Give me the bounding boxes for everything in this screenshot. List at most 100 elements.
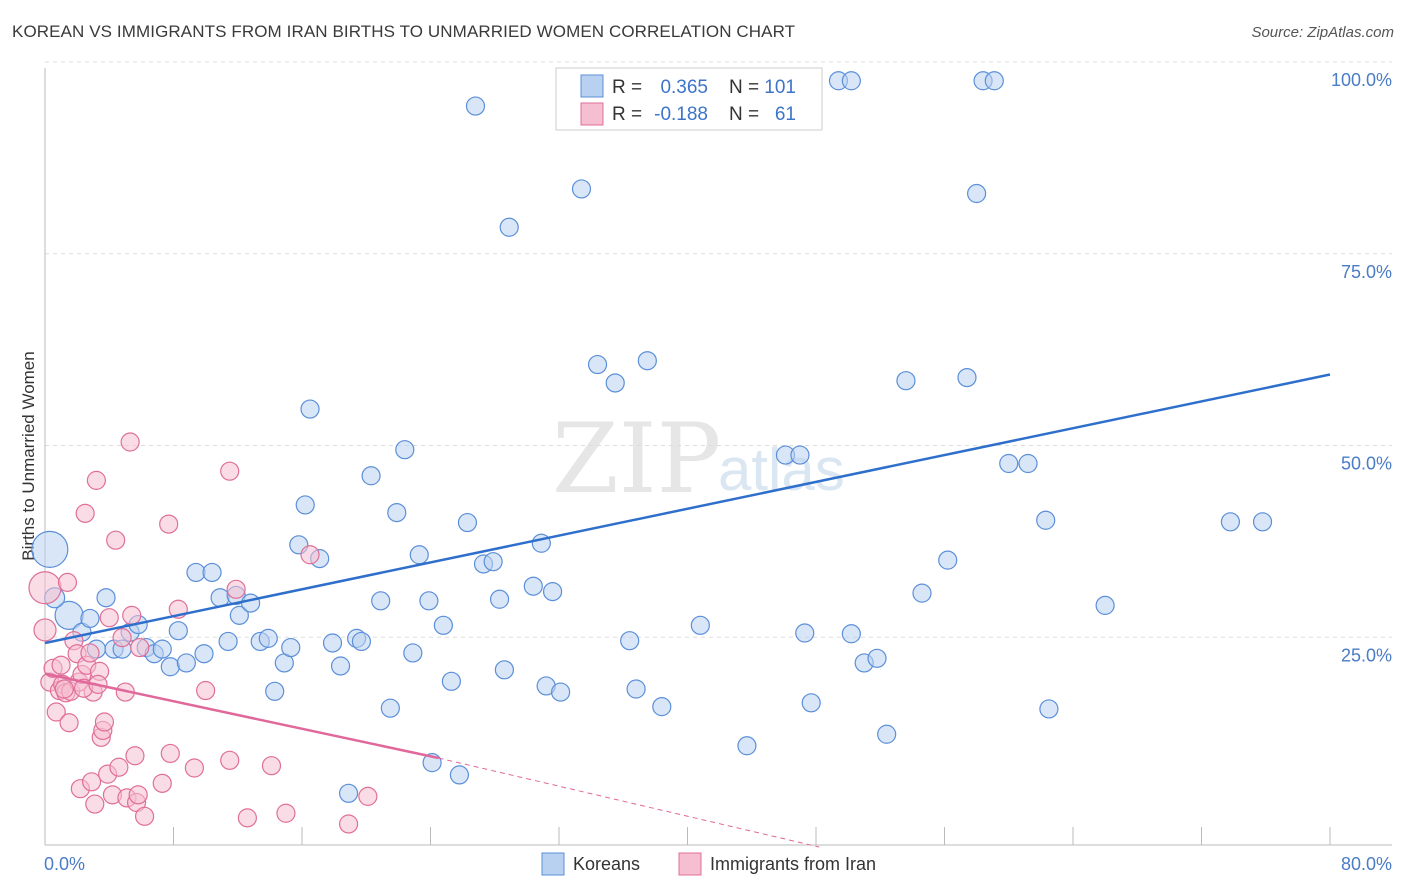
korean-point-87 [967,183,987,204]
iran-point-54 [300,545,320,565]
korean-point-90 [999,453,1019,474]
korean-point-29 [281,637,301,658]
series-iran [28,432,378,834]
iran-point-46 [184,758,204,778]
iran-point-48 [220,750,240,770]
iran-point-28 [99,608,119,628]
korean-point-93 [1039,699,1059,719]
korean-point-52 [465,96,486,116]
korean-point-62 [551,682,571,702]
korean-point-41 [380,698,400,718]
korean-point-51 [457,512,478,533]
korean-point-65 [605,373,625,393]
iran-point-36 [122,605,142,625]
korean-point-42 [387,502,407,523]
iran-point-40 [130,637,150,658]
korean-point-16 [176,653,196,673]
korean-point-56 [499,217,519,237]
trend-lines [44,373,1331,848]
iran-point-51 [237,808,257,828]
y-tick-label-100: 100.0% [1331,70,1392,90]
korean-point-66 [620,631,640,651]
y-tick-label-25: 25.0% [1341,645,1392,665]
iran-point-21 [85,794,105,814]
korean-point-81 [867,648,887,668]
iran-point-37 [125,746,145,766]
korean-point-40 [371,591,391,611]
iran-point-30 [106,530,126,550]
y-tick-labels: 25.0% 50.0% 75.0% 100.0% [1331,70,1392,665]
iran-point-41 [134,806,155,826]
korean-point-26 [258,628,278,648]
korean-point-94 [1095,595,1115,615]
iran-point-32 [112,628,132,648]
legend-swatch-iran [580,102,604,126]
korean-point-24 [241,593,261,613]
iran-point-42 [152,773,172,793]
iran-point-44 [160,743,180,764]
korean-point-21 [218,631,238,652]
korean-point-23 [229,605,249,625]
korean-point-43 [395,440,415,460]
korean-point-83 [896,371,916,391]
iran-point-1 [33,618,57,642]
legend-r-label-1: R = [612,77,642,98]
korean-point-92 [1036,510,1056,530]
bottom-legend-swatch-koreans [541,852,565,876]
iran-point-49 [220,461,240,481]
trend-line-iran-extension [438,757,820,848]
korean-point-14 [160,657,180,677]
korean-point-95 [1220,512,1241,532]
korean-point-84 [912,583,932,603]
korean-point-4 [80,608,100,629]
korean-point-89 [984,71,1004,91]
korean-point-68 [637,351,657,371]
source-label: Source: ZipAtlas.com [1251,24,1394,41]
korean-point-46 [419,591,439,611]
iran-point-0 [28,571,62,605]
gridlines [45,61,1392,638]
iran-point-4 [46,702,66,722]
iran-point-31 [109,757,129,777]
korean-point-64 [587,354,608,375]
korean-point-74 [790,445,810,465]
korean-point-34 [322,633,343,653]
chart-title: KOREAN VS IMMIGRANTS FROM IRAN BIRTHS TO… [12,22,796,41]
iran-point-26 [94,712,115,732]
korean-point-57 [494,660,514,680]
korean-point-36 [338,783,359,803]
korean-point-19 [202,562,222,583]
korean-point-55 [489,589,510,609]
korean-point-6 [96,588,116,608]
legend-r-value-2: -0.188 [654,104,708,125]
stats-legend: R = 0.365 N = 101 R = -0.188 N = 61 [555,67,823,131]
korean-point-50 [449,765,470,785]
iran-point-55 [338,814,359,834]
korean-point-31 [295,495,315,515]
korean-point-49 [441,671,461,691]
korean-point-82 [877,724,897,744]
korean-point-13 [152,639,172,659]
korean-point-86 [957,367,977,388]
korean-point-58 [523,576,543,596]
x-tick-label-min: 0.0% [44,854,85,874]
iran-point-50 [226,579,246,599]
iran-point-53 [276,803,296,823]
korean-point-69 [652,697,672,717]
y-axis-label: Births to Unmarried Women [19,351,38,560]
korean-point-39 [361,466,381,486]
legend-r-value-1: 0.365 [660,77,708,98]
bottom-legend-swatch-iran [678,852,702,876]
iran-point-57 [51,655,71,675]
iran-point-47 [196,680,216,701]
korean-point-32 [300,399,320,419]
korean-point-17 [186,562,206,583]
iran-point-9 [59,713,79,733]
korean-point-35 [330,656,351,676]
korean-point-72 [737,736,757,756]
korean-point-76 [801,693,821,713]
korean-point-85 [938,550,958,570]
trend-line-koreans [44,373,1331,645]
series-legend: Koreans Immigrants from Iran [541,852,876,876]
